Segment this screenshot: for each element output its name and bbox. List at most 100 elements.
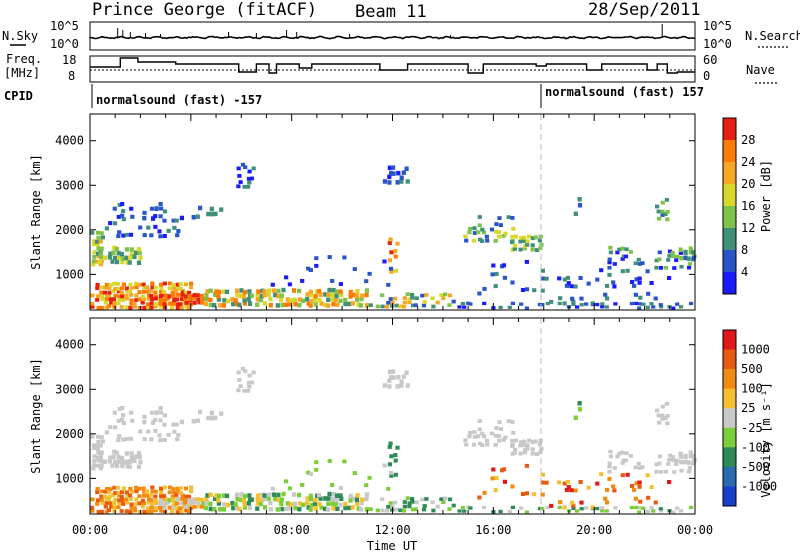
velocity-echo: [92, 446, 97, 450]
velocity-echo: [292, 492, 297, 497]
power-echo: [106, 293, 111, 298]
power-echo: [297, 302, 302, 308]
velocity-echo: [308, 472, 313, 476]
power-echo: [323, 302, 328, 308]
velocity-echo: [112, 485, 117, 490]
power-echo: [501, 233, 506, 238]
velocity-echo: [540, 492, 545, 497]
power-echo: [168, 301, 173, 306]
velocity-echo: [186, 509, 191, 514]
power-echo: [511, 226, 516, 231]
power-echo: [396, 170, 401, 176]
velocity-echo: [107, 459, 112, 464]
velocity-echo: [180, 496, 185, 501]
power-echo: [388, 297, 393, 301]
velocity-echo: [510, 439, 515, 443]
velocity-echo: [134, 454, 139, 459]
power-echo: [172, 225, 177, 230]
velocity-echo: [612, 488, 617, 493]
power-echo: [632, 283, 637, 288]
velocity-echo: [111, 454, 116, 459]
velocity-echo: [137, 494, 142, 498]
velocity-echo: [170, 497, 175, 502]
power-echo: [158, 234, 163, 239]
velocity-echo: [119, 455, 125, 461]
velocity-echo: [92, 454, 97, 459]
velocity-echo: [358, 507, 364, 512]
velocity-echo: [256, 493, 261, 498]
velocity-echo: [283, 506, 288, 511]
velocity-echo: [663, 469, 668, 474]
velocity-echo: [183, 494, 188, 499]
colorbar-swatch: [723, 228, 736, 251]
power-echo: [513, 243, 518, 248]
velocity-echo: [309, 502, 314, 508]
velocity-echo: [405, 496, 410, 500]
velocity-echo: [128, 497, 134, 501]
power-echo: [636, 257, 641, 262]
power-echo: [150, 285, 155, 290]
power-echo: [99, 293, 105, 298]
velocity-echo: [153, 428, 158, 433]
power-echo: [108, 251, 113, 256]
velocity-echo: [660, 404, 665, 409]
velocity-echo: [115, 463, 120, 469]
velocity-echo: [380, 508, 385, 513]
power-echo: [237, 302, 242, 308]
power-echo: [360, 293, 365, 298]
power-echo: [213, 211, 218, 217]
power-echo: [187, 296, 192, 301]
power-echo: [98, 251, 103, 257]
velocity-echo: [98, 466, 104, 471]
velocity-echo: [167, 490, 172, 495]
power-echo: [149, 206, 155, 211]
power-echo: [480, 239, 485, 243]
velocity-echo: [127, 464, 132, 469]
power-echo: [236, 166, 241, 171]
power-echo: [174, 289, 179, 293]
power-echo: [102, 290, 107, 295]
power-echo: [176, 229, 181, 234]
velocity-echo: [657, 461, 662, 466]
velocity-echo: [498, 427, 503, 431]
power-echo: [573, 284, 578, 289]
velocity-echo: [482, 505, 487, 510]
power-echo: [401, 304, 406, 309]
power-echo: [590, 301, 595, 306]
power-echo: [562, 301, 567, 306]
power-echo: [343, 301, 348, 307]
power-echo: [451, 299, 456, 304]
velocity-echo: [287, 506, 292, 511]
velocity-echo: [670, 455, 675, 459]
velocity-echo: [519, 440, 524, 445]
velocity-echo: [410, 507, 416, 512]
velocity-echo: [510, 505, 515, 509]
velocity-echo: [159, 486, 164, 491]
power-echo: [667, 249, 673, 254]
power-echo: [112, 255, 118, 261]
power-echo: [571, 299, 576, 304]
power-echo: [140, 294, 145, 299]
power-echo: [524, 306, 529, 310]
velocity-echo: [176, 489, 181, 494]
velocity-echo: [287, 486, 292, 491]
velocity-echo: [98, 443, 103, 448]
power-echo: [176, 302, 181, 307]
power-echo: [525, 242, 530, 247]
velocity-echo: [656, 413, 661, 418]
power-echo: [472, 226, 477, 231]
velocity-echo: [387, 384, 392, 389]
power-echo: [114, 246, 119, 252]
power-echo: [119, 305, 124, 309]
velocity-echo: [577, 401, 582, 406]
velocity-echo: [562, 505, 567, 510]
velocity-echo: [623, 458, 629, 463]
velocity-echo: [634, 481, 639, 486]
velocity-echo: [103, 504, 108, 509]
power-echo: [191, 215, 196, 220]
velocity-echo: [184, 498, 189, 503]
velocity-echo: [100, 501, 105, 505]
velocity-echo: [247, 373, 252, 378]
power-echo: [142, 210, 147, 215]
velocity-echo: [620, 450, 625, 455]
